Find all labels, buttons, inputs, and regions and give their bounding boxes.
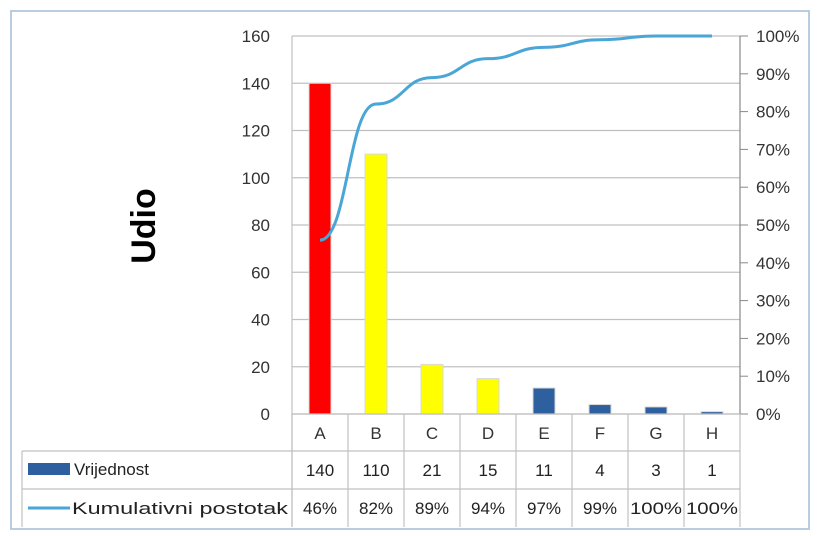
y2-tick-label: 60% — [756, 178, 790, 197]
data-label-value: 4 — [595, 461, 604, 480]
y2-tick-label: 10% — [756, 367, 790, 386]
y-tick-label: 120 — [242, 122, 270, 141]
x-tick-label: A — [314, 424, 326, 443]
data-label-percent: 94% — [471, 499, 505, 518]
y-tick-label: 140 — [242, 74, 270, 93]
y-tick-label: 80 — [251, 216, 270, 235]
y2-tick-label: 30% — [756, 292, 790, 311]
y-tick-label: 100 — [242, 169, 270, 188]
x-tick-label: G — [649, 424, 662, 443]
data-label-percent: 46% — [303, 499, 337, 518]
y-tick-label: 160 — [242, 27, 270, 46]
x-tick-label: C — [426, 424, 438, 443]
data-label-value: 1 — [707, 461, 716, 480]
x-tick-label: H — [706, 424, 718, 443]
data-label-value: 21 — [423, 461, 442, 480]
data-label-percent: 100% — [686, 499, 738, 518]
bar-d — [476, 378, 500, 415]
bars — [308, 82, 724, 415]
y-axis-left: 0 20 40 60 80 100 120 140 160 — [242, 27, 270, 424]
y2-tick-label: 0% — [756, 405, 781, 424]
legend-bar-label: Vrijednost — [74, 460, 149, 479]
x-tick-label: E — [538, 424, 549, 443]
chart-frame — [10, 10, 810, 530]
legend-line-label: Kumulativni postotak — [72, 499, 289, 518]
y2-tick-label: 70% — [756, 140, 790, 159]
bar-b — [364, 153, 388, 415]
cumulative-line-layer — [319, 34, 713, 242]
bar-g — [644, 406, 668, 415]
data-label-percent: 97% — [527, 499, 561, 518]
bar-e — [532, 387, 556, 415]
data-label-value: 15 — [479, 461, 498, 480]
y2-tick-label: 90% — [756, 65, 790, 84]
data-label-percent: 100% — [630, 499, 682, 518]
bar-c — [420, 363, 444, 415]
bar-a — [308, 82, 332, 415]
y-axis-right: 0% 10% 20% 30% 40% 50% 60% 70% 80% 90% 100% — [740, 27, 799, 424]
y2-tick-label: 100% — [756, 27, 799, 46]
data-label-percent: 99% — [583, 499, 617, 518]
data-label-value: 140 — [306, 461, 334, 480]
data-table: A B C D E F G H Vrijednost 140 110 21 15 11 4 3 1 Kumulat… — [21, 413, 741, 527]
data-label-percent: 89% — [415, 499, 449, 518]
data-label-value: 3 — [651, 461, 660, 480]
x-tick-label: B — [370, 424, 381, 443]
x-tick-label: D — [482, 424, 494, 443]
data-label-value: 11 — [535, 461, 553, 480]
y2-tick-label: 20% — [756, 329, 790, 348]
y-tick-label: 40 — [251, 311, 270, 330]
y-tick-label: 20 — [251, 358, 270, 377]
bar-f — [588, 404, 612, 415]
y-tick-label: 60 — [251, 263, 270, 282]
y2-tick-label: 80% — [756, 103, 790, 122]
y2-tick-label: 40% — [756, 254, 790, 273]
y-tick-label: 0 — [261, 405, 270, 424]
y2-tick-label: 50% — [756, 216, 790, 235]
y-axis-title: Udio — [125, 188, 163, 264]
data-label-value: 110 — [362, 461, 389, 480]
legend-bar-swatch — [28, 463, 70, 475]
data-label-percent: 82% — [359, 499, 393, 518]
x-tick-label: F — [595, 424, 605, 443]
